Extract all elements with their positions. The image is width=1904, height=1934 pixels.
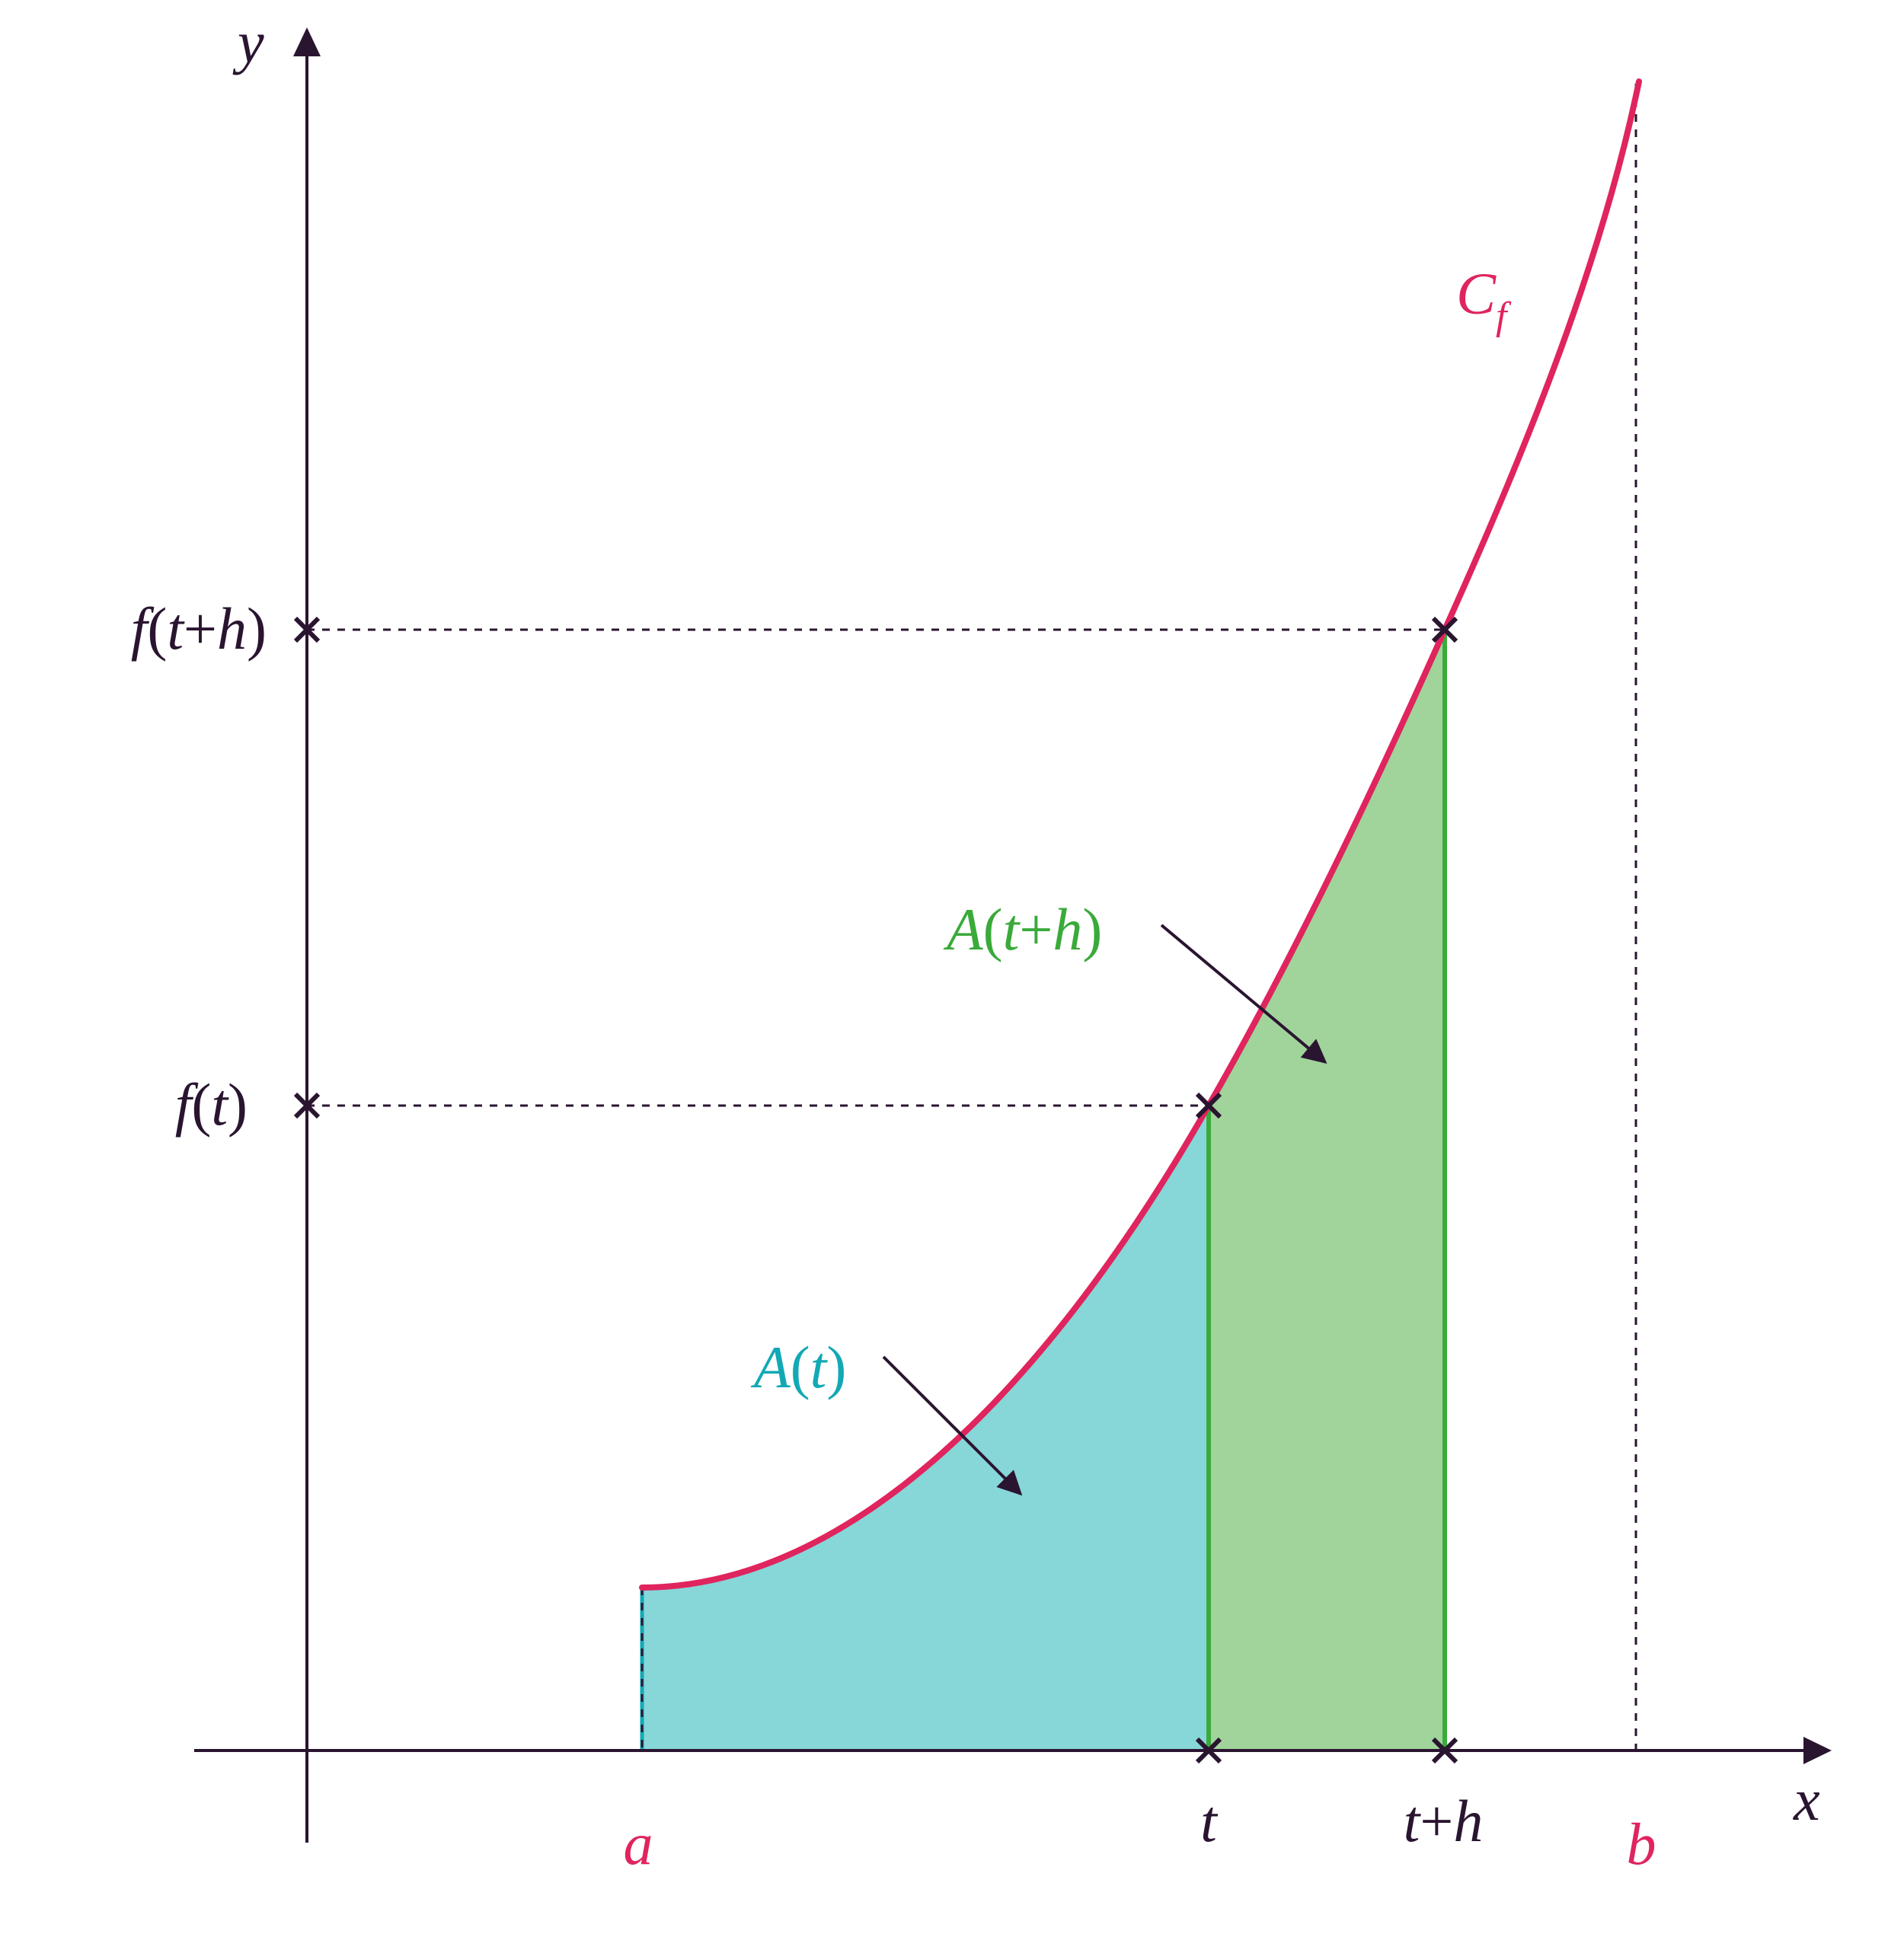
cross-marker-axis-t-plus-h <box>1431 1737 1458 1764</box>
tick-label-f-t: f(t) <box>175 1071 248 1138</box>
area-label-a-t-plus-h: A(t+h) <box>943 896 1102 962</box>
area-t-to-t-plus-h <box>1209 630 1445 1750</box>
area-label-a-t: A(t) <box>750 1334 846 1400</box>
tick-label-t: t <box>1200 1788 1219 1854</box>
tick-label-t-plus-h: t+h <box>1404 1788 1484 1854</box>
y-axis-label: y <box>232 9 264 75</box>
x-axis-arrow <box>1803 1737 1832 1764</box>
cross-marker-f-t <box>293 1092 321 1119</box>
curve-c-f <box>639 78 1642 1591</box>
area-a-to-t <box>642 1106 1209 1750</box>
cross-marker-f-t-plus-h <box>293 616 321 643</box>
tick-label-a: a <box>624 1811 653 1877</box>
x-axis-label: x <box>1793 1766 1820 1833</box>
cross-marker-axis-t <box>1195 1737 1222 1764</box>
cross-marker-curve-t <box>1195 1092 1222 1119</box>
tick-label-b: b <box>1627 1811 1656 1877</box>
arrow-area-t <box>882 1355 1023 1496</box>
curve-label: Cf <box>1456 260 1512 338</box>
y-axis-arrow <box>293 27 321 56</box>
arrow-area-t-plus-h <box>1160 924 1327 1064</box>
tick-label-f-t-plus-h: f(t+h) <box>131 595 267 662</box>
cross-marker-curve-t-plus-h <box>1431 616 1458 643</box>
